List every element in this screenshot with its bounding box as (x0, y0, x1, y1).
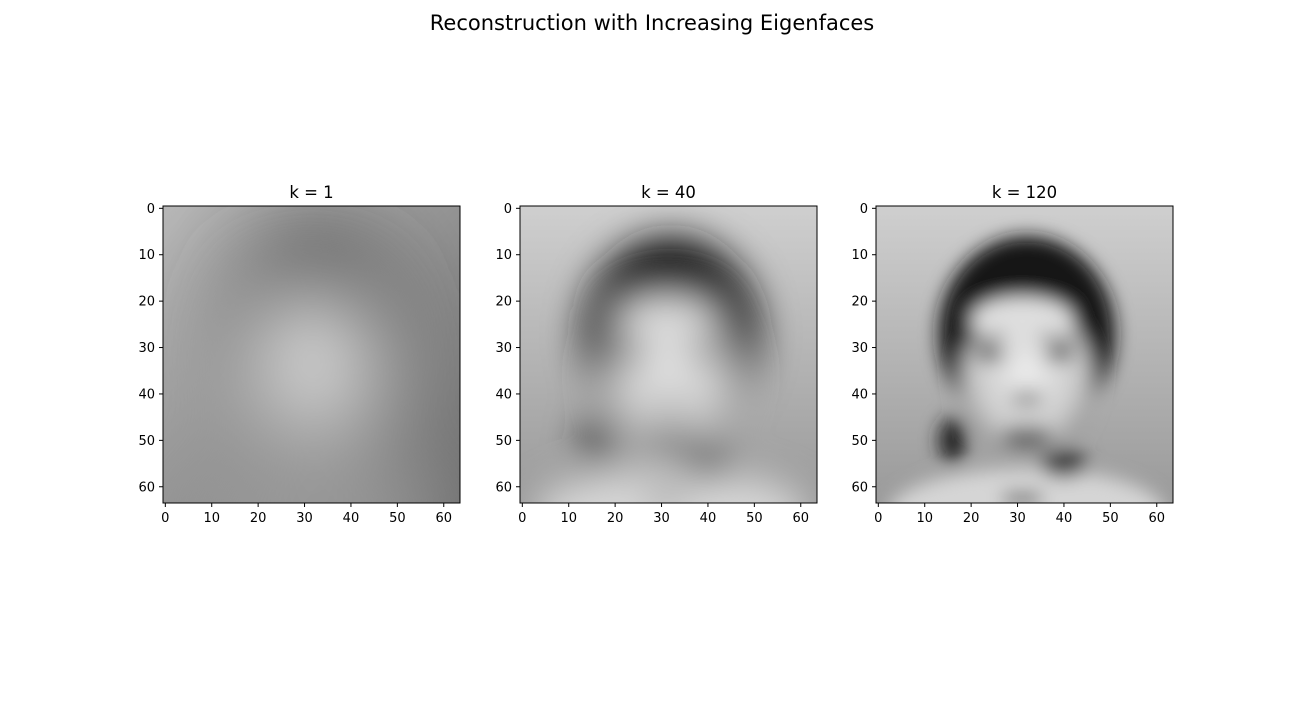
y-tick-label: 60 (495, 480, 512, 495)
panel-2: k = 40 0 10 20 30 40 50 60 0 10 20 30 40 50 60 (495, 183, 818, 526)
y-tick-label: 0 (860, 202, 868, 217)
x-tick-label: 50 (746, 511, 763, 526)
x-tick-label: 20 (607, 511, 624, 526)
x-tick-label: 40 (1056, 511, 1073, 526)
y-tick-label: 40 (495, 387, 512, 402)
y-tick-label: 10 (495, 248, 512, 263)
x-tick-label: 10 (560, 511, 577, 526)
y-tick-label: 50 (851, 434, 868, 449)
y-tick-label: 40 (138, 387, 155, 402)
x-tick-label: 60 (1148, 511, 1165, 526)
x-tick-label: 60 (435, 511, 452, 526)
y-tick-label: 60 (851, 480, 868, 495)
x-tick-label: 40 (700, 511, 717, 526)
figure-title: Reconstruction with Increasing Eigenface… (429, 11, 875, 35)
x-tick-label: 20 (963, 511, 980, 526)
y-tick-label: 30 (495, 341, 512, 356)
x-tick-label: 50 (1102, 511, 1119, 526)
axes-frame (875, 205, 1174, 504)
y-tick-label: 50 (495, 434, 512, 449)
y-tick-label: 10 (851, 248, 868, 263)
reconstructed-face-image (876, 206, 1173, 503)
x-tick-label: 0 (874, 511, 882, 526)
axes-frame (519, 205, 818, 504)
y-tick-label: 30 (138, 341, 155, 356)
panel-title: k = 1 (289, 183, 333, 202)
x-tick-label: 30 (296, 511, 313, 526)
x-tick-label: 50 (389, 511, 406, 526)
x-tick-label: 20 (250, 511, 267, 526)
y-tick-label: 0 (147, 202, 155, 217)
x-tick-label: 30 (653, 511, 670, 526)
y-tick-label: 20 (138, 295, 155, 310)
y-tick-label: 30 (851, 341, 868, 356)
panel-1: k = 1 0 10 20 30 40 50 60 0 10 20 30 40 50 60 (138, 183, 461, 526)
x-tick-label: 0 (161, 511, 169, 526)
x-tick-label: 10 (916, 511, 933, 526)
y-tick-label: 60 (138, 480, 155, 495)
reconstructed-face-image (520, 206, 817, 503)
y-tick-label: 20 (495, 295, 512, 310)
x-tick-label: 60 (792, 511, 809, 526)
x-tick-label: 10 (203, 511, 220, 526)
y-tick-label: 0 (504, 202, 512, 217)
x-tick-label: 0 (518, 511, 526, 526)
panel-3: k = 120 0 10 20 30 40 50 60 0 10 20 30 40 50 60 (851, 183, 1174, 526)
x-tick-label: 40 (343, 511, 360, 526)
y-tick-label: 50 (138, 434, 155, 449)
y-tick-label: 40 (851, 387, 868, 402)
y-tick-label: 10 (138, 248, 155, 263)
reconstructed-face-image (163, 206, 460, 503)
axes-frame (162, 205, 461, 504)
panel-title: k = 40 (641, 183, 696, 202)
panel-title: k = 120 (992, 183, 1057, 202)
x-tick-label: 30 (1009, 511, 1026, 526)
y-tick-label: 20 (851, 295, 868, 310)
